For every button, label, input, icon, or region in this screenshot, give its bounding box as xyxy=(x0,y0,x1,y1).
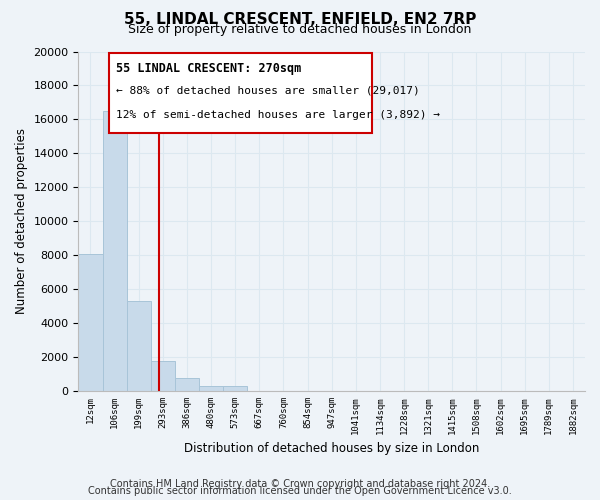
Bar xyxy=(103,111,127,391)
Text: 12% of semi-detached houses are larger (3,892) →: 12% of semi-detached houses are larger (… xyxy=(116,110,440,120)
Text: ← 88% of detached houses are smaller (29,017): ← 88% of detached houses are smaller (29… xyxy=(116,86,420,96)
Text: Contains HM Land Registry data © Crown copyright and database right 2024.: Contains HM Land Registry data © Crown c… xyxy=(110,479,490,489)
FancyBboxPatch shape xyxy=(109,53,372,133)
X-axis label: Distribution of detached houses by size in London: Distribution of detached houses by size … xyxy=(184,442,479,455)
Bar xyxy=(175,378,199,391)
Text: 55 LINDAL CRESCENT: 270sqm: 55 LINDAL CRESCENT: 270sqm xyxy=(116,62,302,74)
Text: Contains public sector information licensed under the Open Government Licence v3: Contains public sector information licen… xyxy=(88,486,512,496)
Text: 55, LINDAL CRESCENT, ENFIELD, EN2 7RP: 55, LINDAL CRESCENT, ENFIELD, EN2 7RP xyxy=(124,12,476,28)
Text: Size of property relative to detached houses in London: Size of property relative to detached ho… xyxy=(128,22,472,36)
Bar xyxy=(151,360,175,391)
Bar xyxy=(199,386,223,391)
Y-axis label: Number of detached properties: Number of detached properties xyxy=(15,128,28,314)
Bar xyxy=(79,254,103,391)
Bar xyxy=(223,386,247,391)
Bar xyxy=(127,301,151,391)
